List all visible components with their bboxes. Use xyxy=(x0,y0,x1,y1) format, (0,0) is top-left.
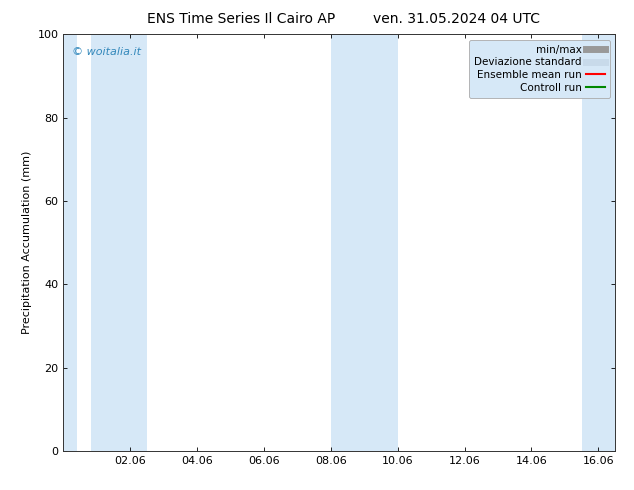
Y-axis label: Precipitation Accumulation (mm): Precipitation Accumulation (mm) xyxy=(22,151,32,334)
Text: © woitalia.it: © woitalia.it xyxy=(72,47,141,57)
Legend: min/max, Deviazione standard, Ensemble mean run, Controll run: min/max, Deviazione standard, Ensemble m… xyxy=(469,40,610,98)
Bar xyxy=(581,34,615,451)
Bar xyxy=(91,34,147,451)
Bar xyxy=(331,34,398,451)
Bar xyxy=(63,34,77,451)
Text: ENS Time Series Il Cairo AP: ENS Time Series Il Cairo AP xyxy=(147,12,335,26)
Text: ven. 31.05.2024 04 UTC: ven. 31.05.2024 04 UTC xyxy=(373,12,540,26)
